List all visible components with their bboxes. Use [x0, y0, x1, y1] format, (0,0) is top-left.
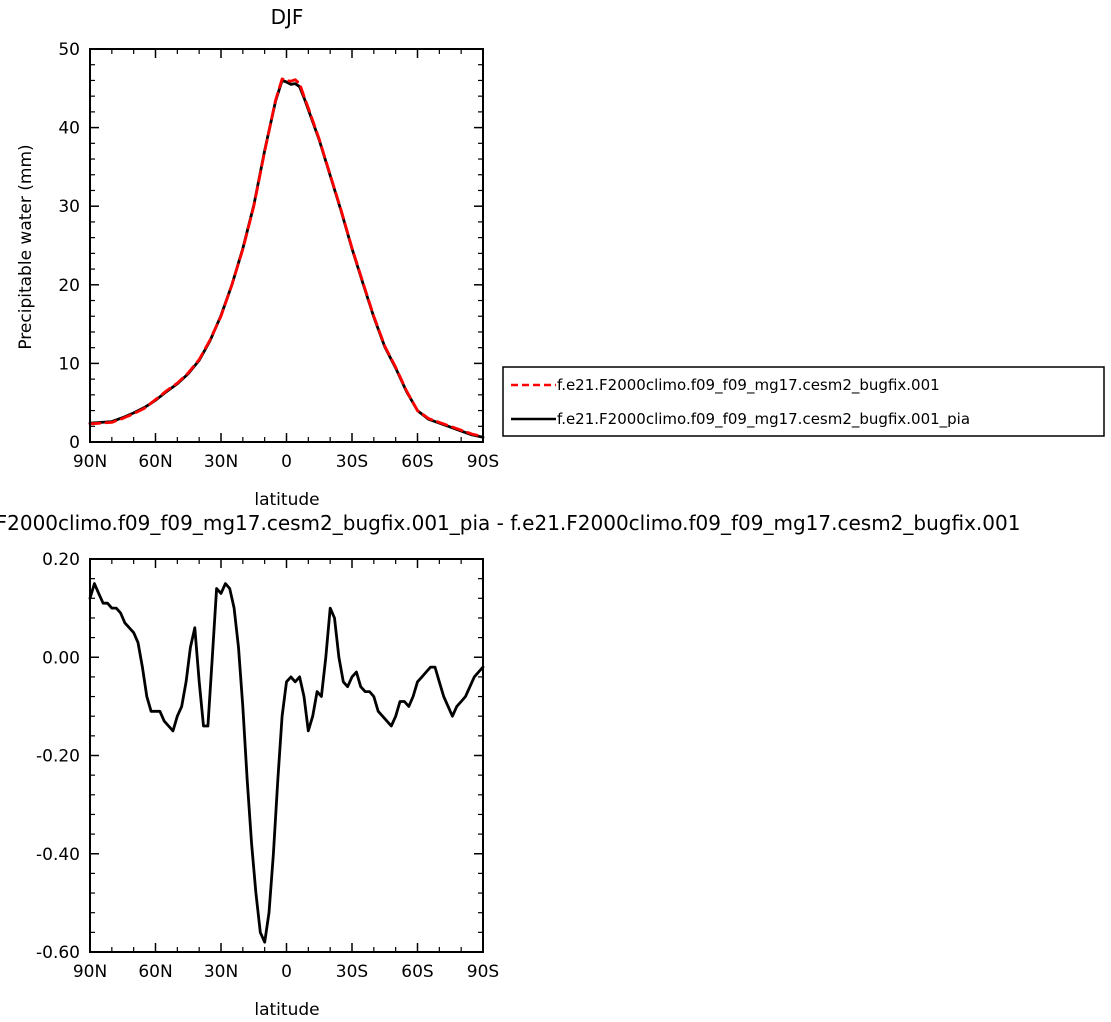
- x-tick-label: 90N: [73, 452, 107, 472]
- y-tick-label: 50: [58, 40, 80, 60]
- x-tick-label: 60N: [138, 962, 172, 982]
- x-tick-label: 90S: [467, 452, 499, 472]
- y-tick-label: 0: [69, 433, 80, 453]
- y-tick-label: -0.60: [36, 943, 80, 963]
- x-tick-label: 0: [281, 452, 292, 472]
- plot-title-bottom: f.e21.F2000climo.f09_f09_mg17.cesm2_bugf…: [0, 511, 1020, 535]
- series-line-0-0: [88, 77, 485, 438]
- legend: f.e21.F2000climo.f09_f09_mg17.cesm2_bugf…: [502, 366, 1105, 437]
- x-tick-label: 90N: [73, 962, 107, 982]
- x-axis-title-bottom: latitude: [254, 1000, 319, 1020]
- x-tick-label: 0: [281, 962, 292, 982]
- plot-title-top: DJF: [271, 5, 304, 29]
- y-tick-label: -0.20: [36, 747, 80, 767]
- y-tick-label: 30: [58, 197, 80, 217]
- x-tick-label: 30S: [336, 962, 368, 982]
- difference-panel: f.e21.F2000climo.f09_f09_mg17.cesm2_bugf…: [0, 511, 1020, 1020]
- x-tick-label: 60S: [401, 962, 433, 982]
- series-line-0-1: [88, 79, 485, 439]
- precipitable-water-panel: DJF Precipitable water (mm) latitude 90N…: [16, 5, 499, 510]
- x-tick-label: 60N: [138, 452, 172, 472]
- y-tick-label: 40: [58, 119, 80, 139]
- legend-label-pia: f.e21.F2000climo.f09_f09_mg17.cesm2_bugf…: [557, 410, 970, 429]
- plot-frame-bottom: [89, 558, 484, 953]
- x-axis-title-top: latitude: [254, 490, 319, 510]
- x-tick-label: 30S: [336, 452, 368, 472]
- plot-frame-top: [89, 48, 484, 443]
- x-tick-label: 90S: [467, 962, 499, 982]
- y-tick-label: 20: [58, 276, 80, 296]
- x-tick-label: 30N: [204, 452, 238, 472]
- series-line-1-0: [88, 582, 485, 944]
- y-tick-label: 10: [58, 354, 80, 374]
- legend-box: [502, 366, 1105, 437]
- y-tick-label: -0.40: [36, 845, 80, 865]
- x-tick-label: 30N: [204, 962, 238, 982]
- y-tick-label: 0.20: [42, 550, 80, 570]
- y-axis-title-top: Precipitable water (mm): [16, 144, 36, 349]
- x-tick-label: 60S: [401, 452, 433, 472]
- y-tick-label: 0.00: [42, 648, 80, 668]
- legend-label-control: f.e21.F2000climo.f09_f09_mg17.cesm2_bugf…: [557, 376, 940, 395]
